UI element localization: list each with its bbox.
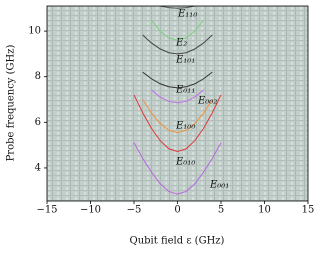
x-tick-label: 15 (302, 205, 315, 216)
energy-curve (160, 6, 195, 9)
x-tick-label: −10 (80, 205, 101, 216)
curve-label: E₂ (175, 38, 187, 49)
curve-label: E₀₀₁ (209, 180, 229, 191)
energy-curve (133, 94, 222, 153)
energy-curve (151, 19, 204, 41)
energy-curve (142, 71, 213, 89)
x-axis-label: Qubit field ε (GHz) (130, 236, 225, 247)
energy-curve (133, 142, 222, 195)
x-tick-label: 5 (218, 205, 224, 216)
curve-label: E₁₀₀ (175, 121, 195, 132)
energy-curve (151, 89, 204, 104)
y-axis-label: Probe frequency (GHz) (6, 44, 17, 161)
y-tick-label: 6 (35, 117, 41, 128)
x-tick-label: −5 (127, 205, 142, 216)
energy-curve (142, 99, 213, 134)
curve-label: E₁₁₀ (177, 9, 197, 20)
y-tick-label: 4 (35, 162, 41, 173)
curve-label: E₀₀₂ (197, 96, 217, 107)
curve-label: E₀₁₀ (175, 157, 195, 168)
curve-label: E₀₁₁ (175, 85, 195, 96)
y-tick-label: 8 (35, 71, 41, 82)
x-tick-label: 10 (258, 205, 271, 216)
energy-curve (142, 34, 213, 55)
plot-area (133, 6, 222, 195)
x-tick-label: 0 (174, 205, 180, 216)
y-tick-label: 10 (28, 26, 41, 37)
spectrum-background (47, 6, 308, 201)
curve-label: E₁₀₁ (175, 55, 195, 66)
x-tick-label: −15 (36, 205, 57, 216)
